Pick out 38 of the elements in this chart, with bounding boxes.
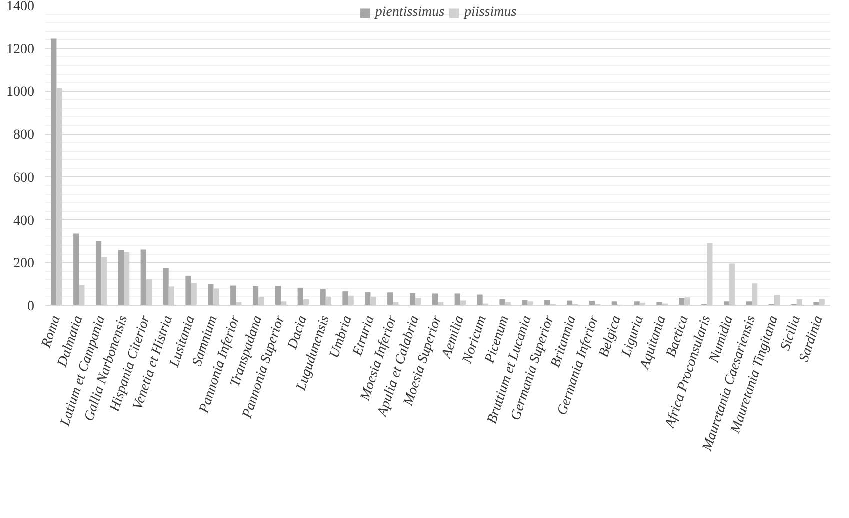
bar — [365, 292, 371, 306]
x-tick-label: Roma — [38, 314, 64, 351]
bar — [388, 292, 394, 306]
y-tick-label: 1000 — [6, 85, 34, 100]
bar — [589, 301, 595, 306]
y-tick-label: 0 — [28, 300, 34, 314]
bar — [163, 268, 169, 306]
bar — [477, 294, 483, 306]
legend-label: piissimus — [464, 5, 517, 21]
y-tick-label: 1400 — [6, 0, 34, 14]
legend-label: pientissimus — [375, 5, 445, 21]
x-tick-label: Liguria — [619, 314, 647, 360]
bar — [230, 286, 236, 306]
bar — [522, 300, 528, 306]
bar — [320, 289, 326, 306]
bar — [208, 284, 214, 306]
bar — [74, 234, 80, 306]
y-tick-label: 200 — [14, 256, 34, 272]
y-tick-label: 1200 — [6, 42, 34, 58]
bar — [342, 292, 348, 306]
y-tick-label: 600 — [14, 170, 34, 186]
x-tick-label: Sicilia — [778, 314, 804, 353]
y-tick-label: 800 — [14, 128, 34, 144]
bar — [500, 300, 506, 306]
bar — [432, 294, 438, 306]
bar — [96, 241, 102, 306]
bar — [454, 294, 460, 306]
bar — [679, 298, 685, 306]
bar — [298, 288, 304, 306]
bar — [140, 250, 146, 306]
bar — [118, 250, 124, 306]
bar — [544, 300, 550, 306]
y-tick-label: 400 — [14, 214, 34, 229]
bar — [51, 38, 57, 306]
bar — [275, 286, 281, 306]
bar — [252, 286, 259, 306]
bar — [186, 276, 192, 306]
bar — [410, 293, 416, 306]
